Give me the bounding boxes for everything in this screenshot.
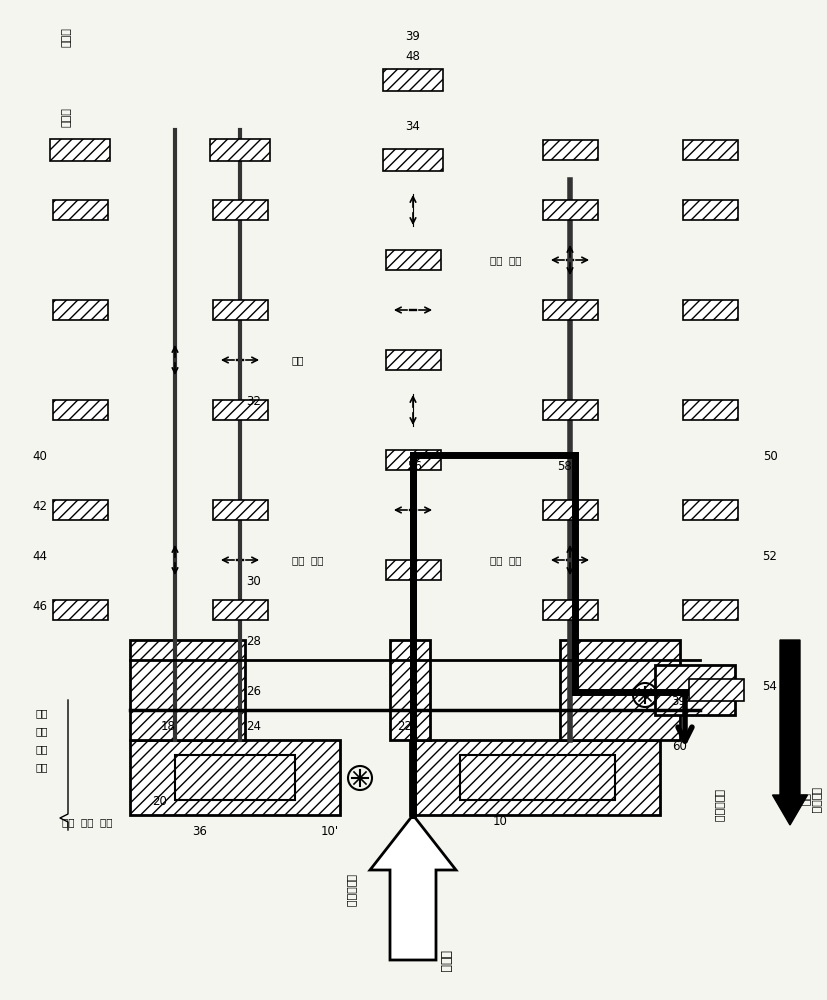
Bar (213, 300, 267, 320)
Bar (130, 640, 245, 740)
Text: 第二档: 第二档 (62, 107, 72, 127)
Text: 24: 24 (246, 720, 261, 733)
FancyArrow shape (772, 640, 807, 825)
Bar (213, 500, 267, 520)
Bar (383, 69, 443, 91)
Bar (385, 350, 441, 370)
Bar (52, 500, 108, 520)
Bar (213, 200, 267, 220)
Bar (50, 139, 110, 161)
Text: 39: 39 (405, 30, 420, 43)
Bar (689, 679, 743, 701)
Text: 26: 26 (246, 685, 261, 698)
Text: 40: 40 (32, 450, 47, 463)
Bar (130, 740, 340, 815)
Bar (460, 755, 615, 800)
Bar (385, 250, 441, 270)
Text: 第一  第三  第五: 第一 第三 第五 (62, 817, 112, 827)
Bar (560, 640, 680, 740)
Text: 42: 42 (32, 500, 47, 513)
Text: 第六: 第六 (35, 708, 47, 718)
Text: 扭矩源: 扭矩源 (438, 950, 452, 972)
Bar (655, 665, 735, 715)
Text: 36: 36 (193, 825, 208, 838)
Text: 46: 46 (32, 600, 47, 613)
Text: 54: 54 (762, 680, 777, 693)
Text: 56: 56 (408, 460, 423, 473)
Bar (543, 200, 597, 220)
Text: 至车轮的
扭矩: 至车轮的 扭矩 (799, 787, 821, 813)
Text: 52: 52 (762, 550, 777, 563)
Text: 扭矩传感器: 扭矩传感器 (345, 874, 355, 907)
Text: 第二: 第二 (35, 744, 47, 754)
Text: 48: 48 (405, 50, 420, 63)
Bar (385, 560, 441, 580)
Bar (410, 740, 660, 815)
Bar (210, 139, 270, 161)
Text: 10': 10' (321, 825, 339, 838)
Text: 32: 32 (246, 395, 261, 408)
Text: 第四: 第四 (35, 726, 47, 736)
Text: 44: 44 (32, 550, 47, 563)
Text: 58: 58 (557, 460, 572, 473)
Bar (543, 400, 597, 420)
Text: 倒档: 倒档 (35, 762, 47, 772)
Bar (175, 755, 295, 800)
Polygon shape (370, 815, 456, 960)
Bar (52, 600, 108, 620)
Text: 50: 50 (762, 450, 777, 463)
Text: 扭矩传感器: 扭矩传感器 (713, 789, 723, 822)
Bar (682, 400, 738, 420)
Text: 第六  第二: 第六 第二 (490, 555, 522, 565)
Bar (682, 600, 738, 620)
Bar (543, 300, 597, 320)
Bar (390, 640, 430, 740)
Bar (383, 149, 443, 171)
Text: 34: 34 (405, 120, 420, 133)
Bar (52, 300, 108, 320)
Bar (682, 200, 738, 220)
Text: 20: 20 (152, 795, 167, 808)
Bar (52, 200, 108, 220)
Bar (682, 500, 738, 520)
Text: 10: 10 (493, 815, 508, 828)
Text: 22: 22 (398, 720, 413, 733)
Text: 第一  第五: 第一 第五 (490, 255, 522, 265)
Bar (52, 400, 108, 420)
Text: 18: 18 (160, 720, 175, 733)
Bar (543, 500, 597, 520)
Text: 第三: 第三 (292, 355, 304, 365)
Bar (543, 600, 597, 620)
Text: 60: 60 (672, 740, 687, 753)
Text: 第一档: 第一档 (62, 27, 72, 47)
Bar (213, 600, 267, 620)
Bar (213, 400, 267, 420)
Text: 30: 30 (246, 575, 261, 588)
Bar (385, 450, 441, 470)
Bar (682, 300, 738, 320)
Text: 28: 28 (246, 635, 261, 648)
Bar (543, 140, 597, 160)
Bar (682, 140, 738, 160)
Text: 第四  倒档: 第四 倒档 (292, 555, 323, 565)
Text: 39': 39' (671, 695, 689, 708)
